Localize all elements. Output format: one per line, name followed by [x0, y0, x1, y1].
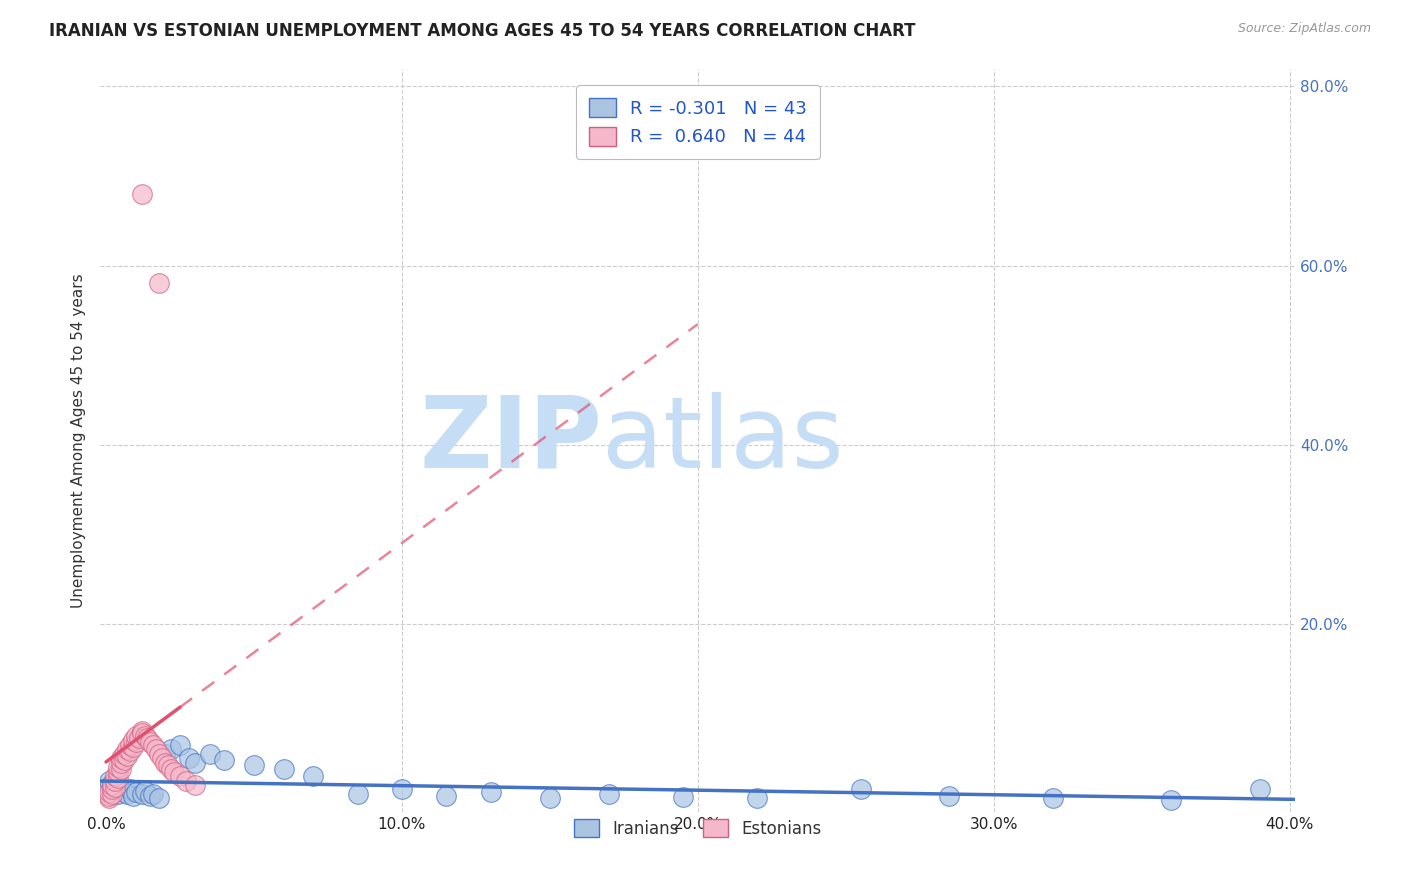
Point [115, 787, 138, 801]
Point [148, 277, 170, 291]
Point [124, 785, 146, 799]
Point [155, 756, 177, 770]
Point [104, 778, 127, 792]
Point [110, 756, 132, 770]
Point [145, 742, 167, 756]
Point [101, 776, 124, 790]
Point [104, 780, 127, 794]
Point [98, 789, 121, 803]
Point [121, 740, 143, 755]
Point [139, 789, 162, 803]
Point [104, 769, 127, 783]
Point [134, 729, 156, 743]
Point [174, 773, 197, 788]
Text: Source: ZipAtlas.com: Source: ZipAtlas.com [1237, 22, 1371, 36]
Point [745, 791, 768, 805]
Point [142, 787, 165, 801]
Point [121, 789, 143, 803]
Point [110, 780, 132, 794]
Point [101, 782, 124, 797]
Point [169, 738, 191, 752]
Point [136, 731, 159, 746]
Point [938, 789, 960, 803]
Point [107, 760, 129, 774]
Point [434, 789, 457, 803]
Point [177, 751, 200, 765]
Point [184, 756, 207, 770]
Point [131, 726, 153, 740]
Point [101, 787, 124, 801]
Legend: Iranians, Estonians: Iranians, Estonians [567, 813, 828, 845]
Point [107, 771, 129, 785]
Point [849, 782, 872, 797]
Point [150, 751, 173, 765]
Point [110, 762, 132, 776]
Point [148, 790, 170, 805]
Point [128, 731, 150, 746]
Point [479, 785, 502, 799]
Point [101, 778, 124, 792]
Point [273, 762, 295, 776]
Point [163, 764, 186, 779]
Point [142, 738, 165, 752]
Point [107, 764, 129, 779]
Point [118, 782, 141, 797]
Point [98, 780, 121, 794]
Point [118, 744, 141, 758]
Point [1042, 791, 1064, 805]
Y-axis label: Unemployment Among Ages 45 to 54 years: Unemployment Among Ages 45 to 54 years [72, 273, 86, 607]
Point [112, 753, 135, 767]
Point [169, 769, 191, 783]
Point [121, 733, 143, 747]
Point [346, 787, 368, 801]
Point [98, 791, 121, 805]
Point [214, 753, 236, 767]
Point [115, 742, 138, 756]
Point [1160, 793, 1182, 807]
Point [131, 724, 153, 739]
Point [98, 773, 121, 788]
Point [391, 782, 413, 797]
Point [1249, 782, 1271, 797]
Point [672, 789, 695, 804]
Text: IRANIAN VS ESTONIAN UNEMPLOYMENT AMONG AGES 45 TO 54 YEARS CORRELATION CHART: IRANIAN VS ESTONIAN UNEMPLOYMENT AMONG A… [49, 22, 915, 40]
Point [124, 735, 146, 749]
Point [134, 784, 156, 798]
Point [139, 735, 162, 749]
Point [538, 791, 561, 805]
Point [104, 773, 127, 788]
Point [155, 747, 177, 761]
Point [107, 781, 129, 796]
Point [198, 747, 221, 761]
Text: ZIP: ZIP [419, 392, 602, 489]
Point [184, 778, 207, 792]
Point [124, 729, 146, 743]
Point [160, 742, 183, 756]
Text: atlas: atlas [602, 392, 844, 489]
Point [148, 747, 170, 761]
Point [302, 769, 325, 783]
Point [112, 747, 135, 761]
Point [110, 751, 132, 765]
Point [104, 785, 127, 799]
Point [112, 785, 135, 799]
Point [160, 762, 183, 776]
Point [131, 787, 153, 801]
Point [115, 749, 138, 764]
Point [101, 782, 124, 797]
Point [107, 787, 129, 801]
Point [598, 787, 620, 801]
Point [157, 758, 180, 772]
Point [118, 738, 141, 752]
Point [98, 785, 121, 799]
Point [131, 186, 153, 201]
Point [243, 758, 266, 772]
Point [110, 783, 132, 797]
